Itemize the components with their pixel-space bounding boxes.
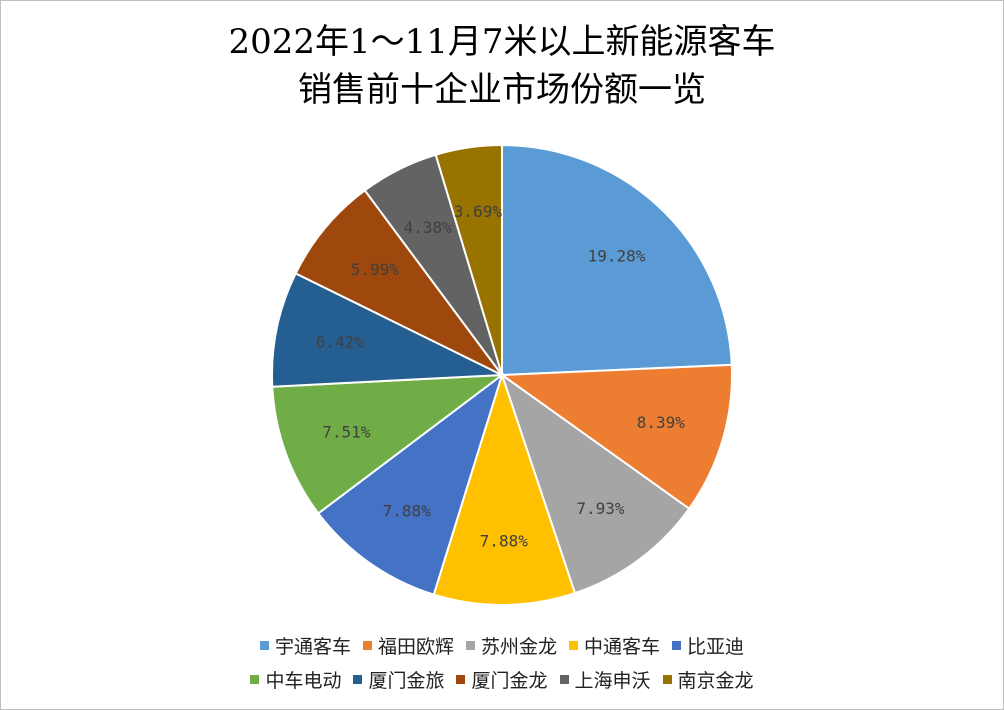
- pie-slice-3: [500, 372, 691, 595]
- legend-label: 福田欧辉: [377, 636, 454, 658]
- chart-title: 2022年1～11月7米以上新能源客车 销售前十企业市场份额一览: [0, 18, 1004, 114]
- slice-label-2: 8.39%: [637, 413, 686, 432]
- legend-swatch: [569, 641, 578, 650]
- legend-item-6: 中车电动: [250, 666, 341, 693]
- legend-label: 苏州金龙: [480, 636, 557, 658]
- pie-slice-10: [434, 143, 503, 376]
- slice-label-6: 7.51%: [322, 423, 371, 442]
- legend-swatch: [672, 641, 682, 650]
- slice-label-9: 4.38%: [404, 218, 453, 237]
- legend-label: 中车电动: [265, 670, 342, 692]
- legend-label: 中通客车: [584, 636, 661, 658]
- pie-slice-6: [271, 373, 506, 515]
- legend-label: 宇通客车: [274, 636, 351, 658]
- slice-label-10: 3.69%: [454, 202, 503, 221]
- slice-label-1: 19.28%: [588, 246, 646, 265]
- pie-slice-4: [432, 371, 577, 606]
- pie-slice-1: [501, 143, 733, 377]
- legend-swatch: [362, 641, 372, 650]
- legend-item-4: 中通客车: [569, 632, 660, 659]
- legend-item-5: 比亚迪: [672, 632, 744, 659]
- legend-item-1: 宇通客车: [259, 632, 351, 659]
- legend-item-9: 上海申沃: [559, 666, 651, 693]
- legend-label: 上海申沃: [574, 670, 651, 692]
- slice-label-7: 6.42%: [316, 333, 365, 352]
- slice-label-3: 7.93%: [576, 499, 625, 518]
- pie-slice-7: [271, 272, 506, 388]
- pie-slice-8: [294, 188, 503, 376]
- legend-item-2: 福田欧辉: [362, 632, 454, 659]
- legend-row-1: 宇通客车 福田欧辉 苏州金龙 中通客车 比亚迪: [0, 632, 1004, 659]
- legend-label: 厦门金龙: [471, 670, 548, 692]
- legend-label: 比亚迪: [687, 636, 745, 658]
- legend-item-7: 厦门金旅: [353, 666, 444, 693]
- legend-swatch: [456, 675, 466, 684]
- chart-title-line-1: 2022年1～11月7米以上新能源客车: [228, 22, 776, 62]
- legend-swatch: [250, 675, 260, 684]
- legend-swatch: [465, 641, 475, 650]
- legend-swatch: [259, 641, 269, 650]
- legend-item-10: 南京金龙: [662, 666, 754, 693]
- slice-label-5: 7.88%: [383, 501, 432, 520]
- pie-slice-5: [316, 372, 504, 596]
- legend-item-8: 厦门金龙: [456, 666, 548, 693]
- legend-label: 厦门金旅: [368, 670, 445, 692]
- legend-swatch: [662, 675, 672, 684]
- legend-swatch: [353, 675, 363, 684]
- legend-swatch: [559, 675, 569, 684]
- slice-label-4: 7.88%: [480, 532, 529, 551]
- legend-label: 南京金龙: [677, 670, 754, 692]
- pie-slice-2: [499, 363, 733, 511]
- legend-item-3: 苏州金龙: [465, 632, 557, 659]
- legend-row-2: 中车电动 厦门金旅 厦门金龙 上海申沃 南京金龙: [0, 666, 1004, 693]
- slice-label-8: 5.99%: [351, 260, 400, 279]
- chart-title-line-2: 销售前十企业市场份额一览: [298, 70, 706, 110]
